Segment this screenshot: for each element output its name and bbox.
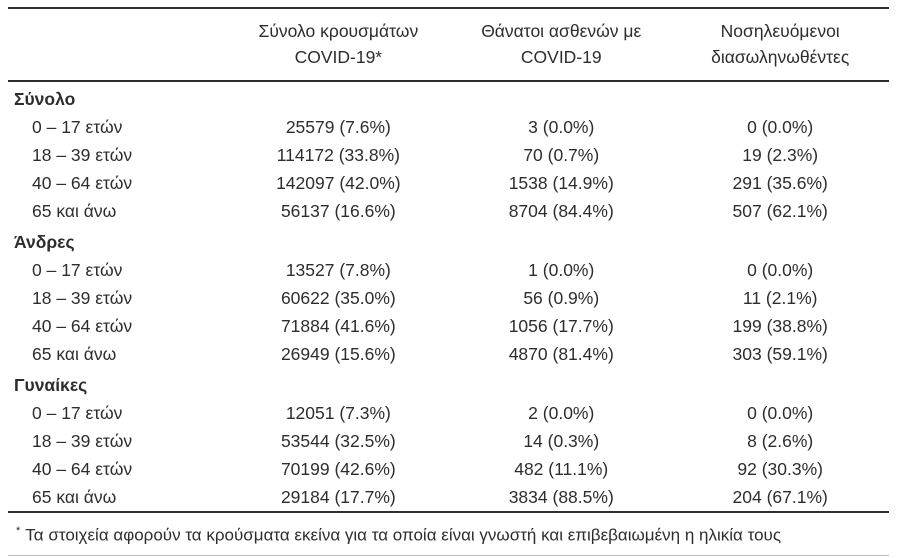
- column-header-cases-line1: Σύνολο κρουσμάτων: [258, 21, 419, 41]
- empty-cell: [451, 225, 671, 256]
- table-row: 18 – 39 ετών 53544 (32.5%) 14 (0.3%) 8 (…: [8, 427, 889, 455]
- table-row: 40 – 64 ετών 70199 (42.6%) 482 (11.1%) 9…: [8, 455, 889, 483]
- column-header-cases-line2: COVID-19*: [294, 47, 383, 67]
- age-group-label: 18 – 39 ετών: [32, 287, 133, 308]
- age-group-label: 65 και άνω: [32, 486, 117, 507]
- cases-value: 25579 (7.6%): [285, 116, 391, 137]
- column-header-deaths: Θάνατοι ασθενών με COVID-19: [451, 8, 672, 82]
- empty-cell: [671, 225, 889, 256]
- column-header-intubated-line2: διασωληνωθέντες: [711, 47, 850, 67]
- deaths-value: 70 (0.7%): [523, 144, 600, 165]
- table-footnote: * Τα στοιχεία αφορούν τα κρούσματα εκείνα…: [8, 513, 889, 556]
- intubated-value: 19 (2.3%): [742, 144, 819, 165]
- table-row: 40 – 64 ετών 142097 (42.0%) 1538 (14.9%)…: [8, 169, 889, 197]
- deaths-value: 3 (0.0%): [528, 116, 595, 137]
- deaths-value: 4870 (81.4%): [508, 343, 614, 364]
- table-row: 65 και άνω 26949 (15.6%) 4870 (81.4%) 30…: [8, 340, 889, 368]
- cases-value: 53544 (32.5%): [280, 430, 396, 451]
- intubated-value: 0 (0.0%): [747, 259, 814, 280]
- deaths-value: 1538 (14.9%): [508, 172, 614, 193]
- age-group-label: 18 – 39 ετών: [32, 144, 133, 165]
- age-group-label: 65 και άνω: [32, 200, 117, 221]
- intubated-value: 11 (2.1%): [742, 287, 818, 308]
- intubated-value: 303 (59.1%): [732, 343, 828, 364]
- cases-value: 26949 (15.6%): [280, 343, 396, 364]
- column-header-cases: Σύνολο κρουσμάτων COVID-19*: [225, 8, 452, 82]
- table-row: 0 – 17 ετών 25579 (7.6%) 3 (0.0%) 0 (0.0…: [8, 113, 889, 141]
- empty-cell: [226, 81, 452, 113]
- deaths-value: 2 (0.0%): [528, 402, 595, 423]
- intubated-value: 204 (67.1%): [732, 486, 828, 507]
- cases-value: 70199 (42.6%): [280, 458, 396, 479]
- deaths-value: 8704 (84.4%): [508, 200, 614, 221]
- table-row: 0 – 17 ετών 12051 (7.3%) 2 (0.0%) 0 (0.0…: [8, 399, 889, 427]
- empty-cell: [451, 368, 671, 399]
- section-title: Γυναίκες: [14, 374, 88, 395]
- footnote-asterisk-marker: *: [16, 525, 21, 537]
- intubated-value: 92 (30.3%): [737, 458, 823, 479]
- cases-value: 142097 (42.0%): [276, 172, 401, 193]
- cases-value: 71884 (41.6%): [280, 315, 396, 336]
- section-title: Άνδρες: [14, 231, 75, 252]
- table-row: 40 – 64 ετών 71884 (41.6%) 1056 (17.7%) …: [8, 312, 889, 340]
- age-group-label: 0 – 17 ετών: [32, 402, 123, 423]
- empty-header-cell: [8, 8, 226, 82]
- table-body: Σύνολο 0 – 17 ετών 25579 (7.6%) 3 (0.0%)…: [8, 81, 889, 512]
- cases-value: 29184 (17.7%): [280, 486, 396, 507]
- age-group-label: 0 – 17 ετών: [32, 259, 123, 280]
- section-header-row-men: Άνδρες: [8, 225, 889, 256]
- deaths-value: 14 (0.3%): [523, 430, 600, 451]
- empty-cell: [226, 368, 452, 399]
- table-header: Σύνολο κρουσμάτων COVID-19* Θάνατοι ασθε…: [8, 8, 889, 82]
- intubated-value: 0 (0.0%): [747, 116, 814, 137]
- column-header-deaths-line1: Θάνατοι ασθενών με: [481, 21, 642, 41]
- empty-cell: [671, 81, 889, 113]
- table-row: 18 – 39 ετών 60622 (35.0%) 56 (0.9%) 11 …: [8, 284, 889, 312]
- column-header-deaths-line2: COVID-19: [520, 47, 602, 67]
- section-title: Σύνολο: [14, 88, 76, 109]
- empty-cell: [671, 368, 889, 399]
- footnote-text: Τα στοιχεία αφορούν τα κρούσματα εκείνα …: [25, 525, 782, 545]
- cases-value: 12051 (7.3%): [285, 402, 391, 423]
- cases-value: 13527 (7.8%): [285, 259, 391, 280]
- age-group-label: 40 – 64 ετών: [32, 458, 133, 479]
- cases-value: 114172 (33.8%): [276, 144, 400, 165]
- column-header-intubated-line1: Νοσηλευόμενοι: [720, 21, 840, 41]
- covid-age-sex-stats-table: Σύνολο κρουσμάτων COVID-19* Θάνατοι ασθε…: [8, 7, 889, 513]
- column-header-intubated: Νοσηλευόμενοι διασωληνωθέντες: [671, 8, 889, 82]
- intubated-value: 8 (2.6%): [747, 430, 814, 451]
- intubated-value: 199 (38.8%): [732, 315, 828, 336]
- deaths-value: 482 (11.1%): [514, 458, 609, 479]
- deaths-value: 56 (0.9%): [523, 287, 600, 308]
- table-row: 65 και άνω 56137 (16.6%) 8704 (84.4%) 50…: [8, 197, 889, 225]
- intubated-value: 507 (62.1%): [732, 200, 828, 221]
- cases-value: 60622 (35.0%): [280, 287, 396, 308]
- intubated-value: 291 (35.6%): [732, 172, 828, 193]
- table-row: 0 – 17 ετών 13527 (7.8%) 1 (0.0%) 0 (0.0…: [8, 256, 889, 284]
- age-group-label: 0 – 17 ετών: [32, 116, 123, 137]
- deaths-value: 1 (0.0%): [528, 259, 595, 280]
- age-group-label: 40 – 64 ετών: [32, 315, 133, 336]
- section-header-row-women: Γυναίκες: [8, 368, 889, 399]
- age-group-label: 40 – 64 ετών: [32, 172, 133, 193]
- empty-cell: [451, 81, 671, 113]
- empty-cell: [226, 225, 452, 256]
- section-header-row-total: Σύνολο: [8, 81, 889, 113]
- table-row: 65 και άνω 29184 (17.7%) 3834 (88.5%) 20…: [8, 483, 889, 512]
- deaths-value: 3834 (88.5%): [508, 486, 614, 507]
- cases-value: 56137 (16.6%): [280, 200, 396, 221]
- age-group-label: 18 – 39 ετών: [32, 430, 133, 451]
- deaths-value: 1056 (17.7%): [508, 315, 614, 336]
- table-row: 18 – 39 ετών 114172 (33.8%) 70 (0.7%) 19…: [8, 141, 889, 169]
- header-row: Σύνολο κρουσμάτων COVID-19* Θάνατοι ασθε…: [8, 8, 889, 82]
- intubated-value: 0 (0.0%): [747, 402, 814, 423]
- age-group-label: 65 και άνω: [32, 343, 117, 364]
